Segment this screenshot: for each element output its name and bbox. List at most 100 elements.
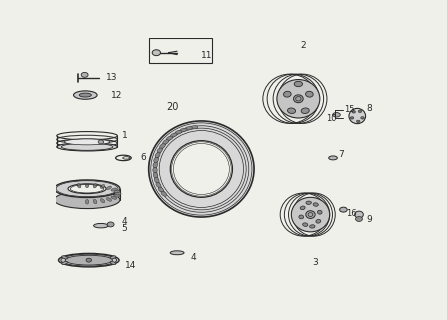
Text: 4: 4 — [191, 253, 197, 262]
Ellipse shape — [301, 108, 309, 114]
Ellipse shape — [190, 125, 198, 129]
Text: 3: 3 — [312, 258, 318, 267]
Circle shape — [98, 140, 104, 144]
Ellipse shape — [333, 113, 340, 117]
Ellipse shape — [85, 183, 89, 188]
Ellipse shape — [110, 256, 116, 259]
Text: 5: 5 — [122, 224, 127, 233]
Ellipse shape — [106, 198, 111, 201]
Bar — [149, 38, 212, 63]
Ellipse shape — [170, 133, 177, 137]
Ellipse shape — [316, 220, 321, 223]
Ellipse shape — [62, 256, 67, 259]
Ellipse shape — [170, 141, 232, 197]
Ellipse shape — [175, 130, 182, 134]
Ellipse shape — [154, 178, 159, 183]
Ellipse shape — [329, 156, 337, 160]
Ellipse shape — [111, 196, 117, 199]
Text: 14: 14 — [125, 260, 136, 269]
Ellipse shape — [114, 195, 120, 197]
Text: 16: 16 — [346, 209, 357, 218]
Circle shape — [352, 111, 355, 113]
Ellipse shape — [93, 184, 97, 188]
Circle shape — [361, 116, 364, 119]
Ellipse shape — [54, 191, 120, 209]
Ellipse shape — [161, 191, 167, 196]
Text: 6: 6 — [141, 153, 147, 163]
Ellipse shape — [155, 153, 160, 158]
Ellipse shape — [110, 261, 116, 265]
Ellipse shape — [317, 210, 322, 214]
Text: 15: 15 — [344, 105, 354, 114]
Ellipse shape — [160, 144, 165, 148]
Text: 4: 4 — [122, 218, 127, 227]
Ellipse shape — [294, 95, 303, 103]
Ellipse shape — [163, 140, 169, 144]
Ellipse shape — [313, 203, 318, 206]
Text: 11: 11 — [201, 51, 213, 60]
Circle shape — [86, 258, 92, 262]
Circle shape — [355, 217, 363, 221]
Circle shape — [358, 110, 362, 113]
Ellipse shape — [111, 188, 117, 191]
Ellipse shape — [306, 201, 312, 204]
Ellipse shape — [310, 225, 315, 228]
Circle shape — [81, 72, 88, 77]
Ellipse shape — [185, 127, 192, 130]
Ellipse shape — [54, 180, 120, 197]
Ellipse shape — [106, 186, 111, 190]
Ellipse shape — [156, 182, 161, 188]
Ellipse shape — [154, 157, 158, 163]
Ellipse shape — [306, 91, 313, 97]
Ellipse shape — [354, 211, 363, 218]
Ellipse shape — [300, 206, 305, 210]
Ellipse shape — [93, 223, 108, 228]
Ellipse shape — [62, 261, 67, 265]
Ellipse shape — [74, 91, 97, 99]
Ellipse shape — [306, 211, 315, 219]
Ellipse shape — [166, 136, 173, 140]
Circle shape — [152, 50, 160, 56]
Text: 20: 20 — [167, 102, 179, 112]
Text: 7: 7 — [338, 150, 344, 159]
Ellipse shape — [299, 215, 304, 219]
Ellipse shape — [349, 108, 366, 124]
Ellipse shape — [79, 93, 91, 97]
Text: 9: 9 — [366, 215, 371, 224]
Ellipse shape — [64, 139, 110, 145]
Ellipse shape — [65, 255, 113, 265]
Ellipse shape — [153, 172, 158, 178]
Ellipse shape — [115, 192, 121, 195]
Ellipse shape — [77, 184, 81, 188]
Ellipse shape — [170, 251, 184, 255]
Ellipse shape — [153, 162, 157, 168]
Ellipse shape — [287, 108, 295, 114]
Ellipse shape — [101, 185, 105, 188]
Ellipse shape — [303, 223, 308, 226]
Circle shape — [107, 222, 114, 227]
Text: 13: 13 — [106, 73, 118, 82]
Ellipse shape — [283, 91, 291, 97]
Ellipse shape — [277, 80, 320, 118]
Ellipse shape — [158, 187, 164, 192]
Text: 1: 1 — [122, 131, 127, 140]
Ellipse shape — [294, 81, 303, 87]
Text: 12: 12 — [111, 91, 122, 100]
Ellipse shape — [157, 148, 162, 153]
Ellipse shape — [68, 184, 106, 194]
Ellipse shape — [114, 190, 120, 193]
Text: 10: 10 — [326, 114, 337, 123]
Ellipse shape — [153, 167, 157, 173]
Circle shape — [357, 120, 360, 123]
Ellipse shape — [149, 121, 254, 217]
Ellipse shape — [291, 197, 330, 232]
Ellipse shape — [57, 143, 118, 151]
Ellipse shape — [180, 128, 187, 132]
Ellipse shape — [85, 200, 89, 204]
Ellipse shape — [340, 207, 347, 212]
Circle shape — [350, 116, 354, 119]
Text: 8: 8 — [366, 104, 371, 113]
Ellipse shape — [101, 199, 105, 203]
Ellipse shape — [93, 199, 97, 204]
Ellipse shape — [59, 253, 119, 267]
